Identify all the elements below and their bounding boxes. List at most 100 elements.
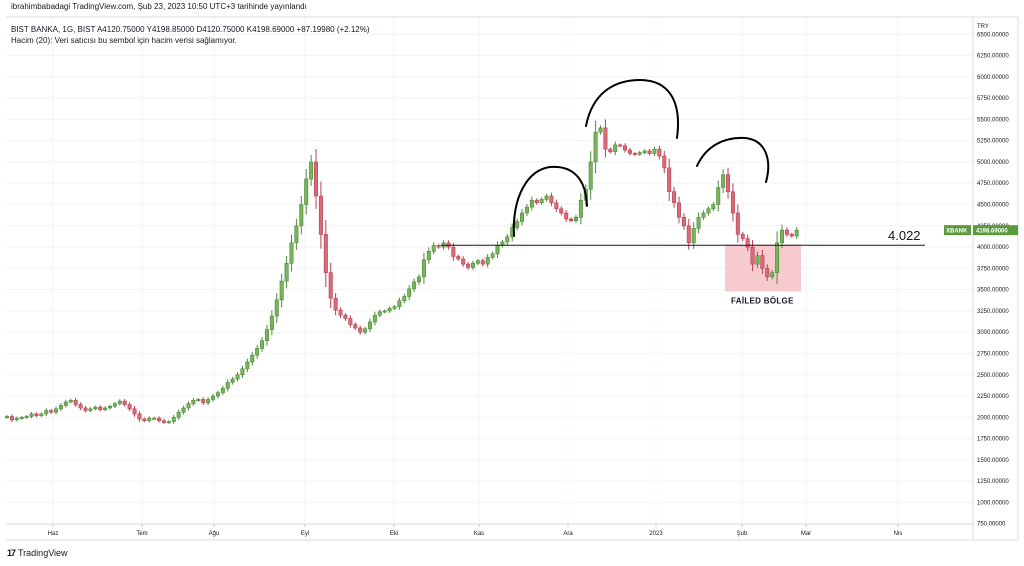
candle-body <box>83 407 88 411</box>
candle-body <box>706 208 711 214</box>
candle <box>397 297 402 310</box>
candle <box>328 262 333 309</box>
candle <box>152 416 157 420</box>
candle-body <box>485 256 490 265</box>
candle-body <box>328 272 333 299</box>
candle-body <box>569 218 574 221</box>
candle-body <box>260 340 265 349</box>
candle-body <box>348 318 353 325</box>
candle <box>652 146 657 156</box>
candle-body <box>417 276 422 283</box>
candle-body <box>461 258 466 265</box>
candle <box>363 326 368 335</box>
candle-body <box>711 204 716 210</box>
candle <box>304 169 309 215</box>
symbol-tag <box>944 225 971 236</box>
candle <box>333 292 338 316</box>
candle <box>623 143 628 153</box>
candle <box>539 197 544 206</box>
candle-body <box>397 300 402 307</box>
candle <box>691 222 696 249</box>
tradingview-logo[interactable]: 17 TradingView <box>7 548 68 558</box>
candle <box>39 412 44 418</box>
candle <box>230 376 235 385</box>
candle <box>500 239 505 248</box>
tradingview-brand: TradingView <box>18 548 68 558</box>
candle-body <box>274 299 279 317</box>
candle <box>490 251 495 260</box>
candle-body <box>426 251 431 261</box>
candle <box>784 227 789 237</box>
candle-body <box>412 281 417 290</box>
candle <box>260 337 265 353</box>
y-tick-label: 4750.00000 <box>977 181 1009 187</box>
candle-body <box>593 131 598 163</box>
candle-body <box>559 208 564 214</box>
candle <box>250 351 255 366</box>
y-tick-label: 5250.00000 <box>977 139 1009 145</box>
candle <box>760 250 765 274</box>
candle <box>54 406 59 415</box>
candle-body <box>696 216 701 229</box>
candle-body <box>662 155 667 169</box>
candle-body <box>372 314 377 323</box>
x-tick-label: Şub <box>737 531 748 537</box>
candle-body <box>152 417 157 420</box>
y-tick-label: 6250.00000 <box>977 54 1009 60</box>
candle <box>240 365 245 378</box>
candle-body <box>686 225 691 244</box>
x-tick-label: Ara <box>563 531 573 537</box>
candle-body <box>333 297 338 311</box>
candle-body <box>539 199 544 204</box>
candle-body <box>240 368 245 376</box>
candle-body <box>775 242 780 273</box>
y-tick-label: 2750.00000 <box>977 351 1009 357</box>
candle <box>681 213 686 230</box>
candle <box>657 145 662 160</box>
candle-body <box>108 405 113 409</box>
candle <box>676 196 681 224</box>
volume-info-line: Hacim (20): Veri satıcısı bu sembol için… <box>11 36 237 45</box>
candle-body <box>549 195 554 204</box>
candle <box>196 397 201 402</box>
publisher-line: ibrahimbabadagi TradingView.com, Şub 23,… <box>11 2 307 11</box>
candle <box>318 181 323 249</box>
candle-body <box>68 399 73 403</box>
candle <box>603 119 608 158</box>
candle-body <box>63 401 68 406</box>
failed-zone-label: FAİLED BÖLGE <box>731 296 794 305</box>
candle-body <box>730 191 735 214</box>
candle <box>480 258 485 267</box>
candle-body <box>451 246 456 257</box>
y-tick-label: 2000.00000 <box>977 415 1009 421</box>
candle <box>686 218 691 250</box>
candlesticks <box>5 119 799 425</box>
candle <box>284 255 289 289</box>
candle-body <box>122 400 127 405</box>
candle <box>549 192 554 207</box>
candle-body <box>716 187 721 205</box>
candle <box>647 148 652 156</box>
candle <box>475 258 480 266</box>
x-tick-label: Nis <box>894 531 903 537</box>
y-tick-label: 1500.00000 <box>977 458 1009 464</box>
candle <box>29 412 34 419</box>
candle-body <box>323 234 328 273</box>
candle-body <box>613 144 618 153</box>
candle <box>93 405 98 411</box>
candle-body <box>230 378 235 383</box>
candle-body <box>554 202 559 210</box>
candle <box>274 293 279 323</box>
candle-body <box>54 408 59 413</box>
candle-body <box>358 327 363 333</box>
candle <box>564 209 569 223</box>
y-tick-label: 3750.00000 <box>977 266 1009 272</box>
candle-body <box>578 199 583 218</box>
candle <box>9 414 14 423</box>
candle <box>338 307 343 318</box>
candle-body <box>421 259 426 278</box>
candle-body <box>196 399 201 401</box>
candle <box>88 407 93 413</box>
candle <box>98 405 103 412</box>
